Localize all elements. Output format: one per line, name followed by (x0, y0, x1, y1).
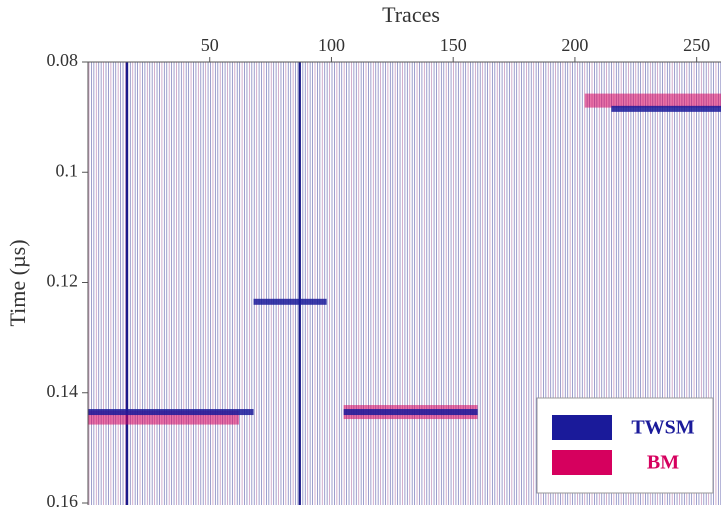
event (343, 409, 478, 416)
traces (88, 62, 721, 505)
y-tick-label: 0.12 (47, 271, 79, 291)
legend-label: TWSM (631, 417, 694, 439)
x-tick-label: 200 (561, 35, 588, 55)
y-tick-label: 0.14 (47, 381, 79, 401)
legend-label: BM (647, 452, 679, 474)
legend-swatch (552, 450, 612, 475)
x-tick-label: 50 (201, 35, 219, 55)
y-axis-label: Time (µs) (5, 239, 30, 326)
events (88, 62, 721, 505)
legend-swatch (552, 415, 612, 440)
x-tick-label: 250 (683, 35, 710, 55)
x-axis-label: Traces (382, 2, 440, 27)
legend: TWSM BM (536, 397, 714, 494)
y-tick-label: 0.08 (47, 50, 79, 70)
x-tick-label: 150 (440, 35, 467, 55)
event (584, 93, 721, 108)
event (611, 105, 721, 112)
event (253, 298, 327, 305)
event (88, 409, 254, 416)
y-tick-label: 0.16 (47, 491, 79, 510)
x-tick-label: 100 (318, 35, 345, 55)
y-tick-label: 0.1 (56, 160, 79, 180)
legend-box (536, 397, 714, 494)
